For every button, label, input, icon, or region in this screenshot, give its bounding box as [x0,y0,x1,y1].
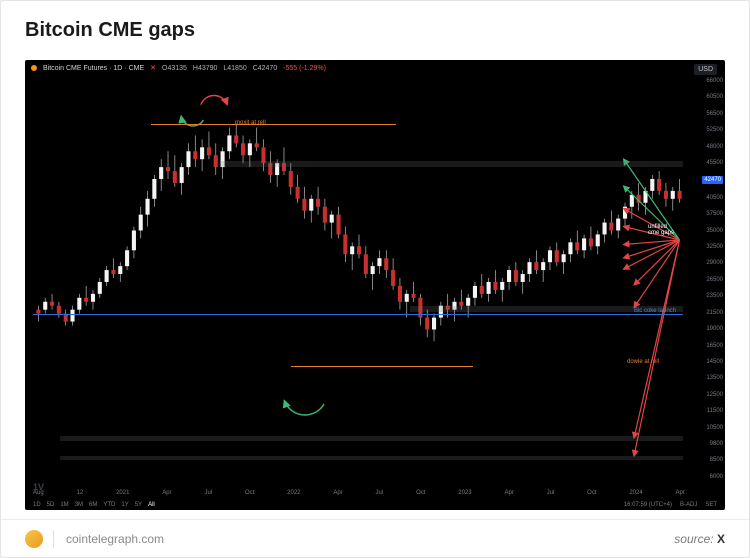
footer-site[interactable]: cointelegraph.com [66,532,164,546]
footer-divider [53,530,54,548]
cointelegraph-logo-icon [25,530,43,548]
status-badj[interactable]: B-ADJ [680,502,697,508]
footer-source: source: X [674,532,725,546]
y-tick: 32500 [706,244,723,250]
y-tick: 13500 [706,375,723,381]
chart-status-bar: 16:07:59 (UTC+4) B-ADJ SET [624,502,717,508]
y-axis: 66000 60500 56500 52500 48000 45500 42470 40500… [695,78,723,480]
timeframe-option[interactable]: 5D [47,502,55,508]
y-tick: 42470 [702,176,723,184]
timeframe-option[interactable]: 1D [33,502,41,508]
y-tick: 37500 [706,211,723,217]
x-tick: 2024 [629,490,642,496]
timeframe-option[interactable]: YTD [103,502,115,508]
y-tick: 14500 [706,359,723,365]
y-tick: 35000 [706,228,723,234]
x-tick: Jul [204,490,212,496]
horizontal-level [33,314,683,315]
timeframe-option[interactable]: 5Y [135,502,142,508]
timeframe-selector[interactable]: 1D 5D 1M 3M 6M YTD 1Y 5Y All [33,502,155,508]
timeframe-option[interactable]: 6M [89,502,97,508]
x-tick: Oct [416,490,425,496]
y-tick: 8500 [710,457,723,463]
close-icon[interactable]: ✕ [150,64,156,72]
y-tick: 10500 [706,425,723,431]
timeframe-option[interactable]: 1M [60,502,68,508]
card-title: Bitcoin CME gaps [1,1,749,54]
y-tick: 40500 [706,195,723,201]
price-chart-svg [25,60,725,510]
x-tick: Apr [504,490,513,496]
y-tick: 23500 [706,293,723,299]
y-tick: 45500 [706,160,723,166]
x-tick: 2022 [287,490,300,496]
x-tick: Jul [376,490,384,496]
y-tick: 52500 [706,127,723,133]
horizontal-level [151,124,396,125]
y-tick: 19000 [706,326,723,332]
gap-band [60,436,683,441]
x-tick: 12 [77,490,84,496]
y-tick: 56500 [706,111,723,117]
chart-card: Bitcoin CME gaps Bitcoin CME Futures · 1… [0,0,750,558]
x-tick: Oct [245,490,254,496]
chart-annotation: moxit at rell [235,120,266,126]
x-tick: 2021 [116,490,129,496]
symbol-icon [31,65,37,71]
currency-badge[interactable]: USD [694,64,717,75]
timeframe-option[interactable]: 3M [75,502,83,508]
x-tick: Apr [676,490,685,496]
chart-container: Bitcoin CME Futures · 1D · CME ✕ O43135 … [25,60,725,510]
y-tick: 9800 [710,441,723,447]
x-axis: Aug122021AprJulOct2022AprJulOct2023AprJu… [33,490,685,496]
x-tick: Oct [587,490,596,496]
gap-band [221,161,683,167]
timeframe-option[interactable]: All [148,502,155,508]
y-tick: 21500 [706,310,723,316]
y-tick: 11500 [707,408,723,414]
symbol-name[interactable]: Bitcoin CME Futures · 1D · CME [43,65,144,72]
y-tick: 66000 [706,78,723,84]
x-tick: Apr [333,490,342,496]
tradingview-watermark: 1V [33,482,44,492]
y-tick: 16500 [706,343,723,349]
x-tick: Jul [547,490,555,496]
chart-annotation: dowle at rell [627,359,659,365]
gap-band [60,456,683,460]
timeframe-option[interactable]: 1Y [121,502,128,508]
chart-clock: 16:07:59 (UTC+4) [624,502,672,508]
y-tick: 26500 [706,277,723,283]
y-tick: 12500 [706,392,723,398]
status-set[interactable]: SET [705,502,717,508]
card-footer: cointelegraph.com source: X [1,519,749,557]
y-tick: 6000 [710,474,723,480]
y-tick: 48000 [706,144,723,150]
chart-annotation: unfilled cme gaps [648,224,674,236]
gap-band [410,306,683,312]
y-tick: 60500 [706,94,723,100]
horizontal-level [291,366,473,367]
y-tick: 29000 [706,260,723,266]
x-tick: 2023 [458,490,471,496]
ohlc-readout: O43135 H43790 L41850 C42470 -555 (-1.29%… [162,65,330,72]
x-tick: Apr [162,490,171,496]
chart-header: Bitcoin CME Futures · 1D · CME ✕ O43135 … [31,64,719,72]
